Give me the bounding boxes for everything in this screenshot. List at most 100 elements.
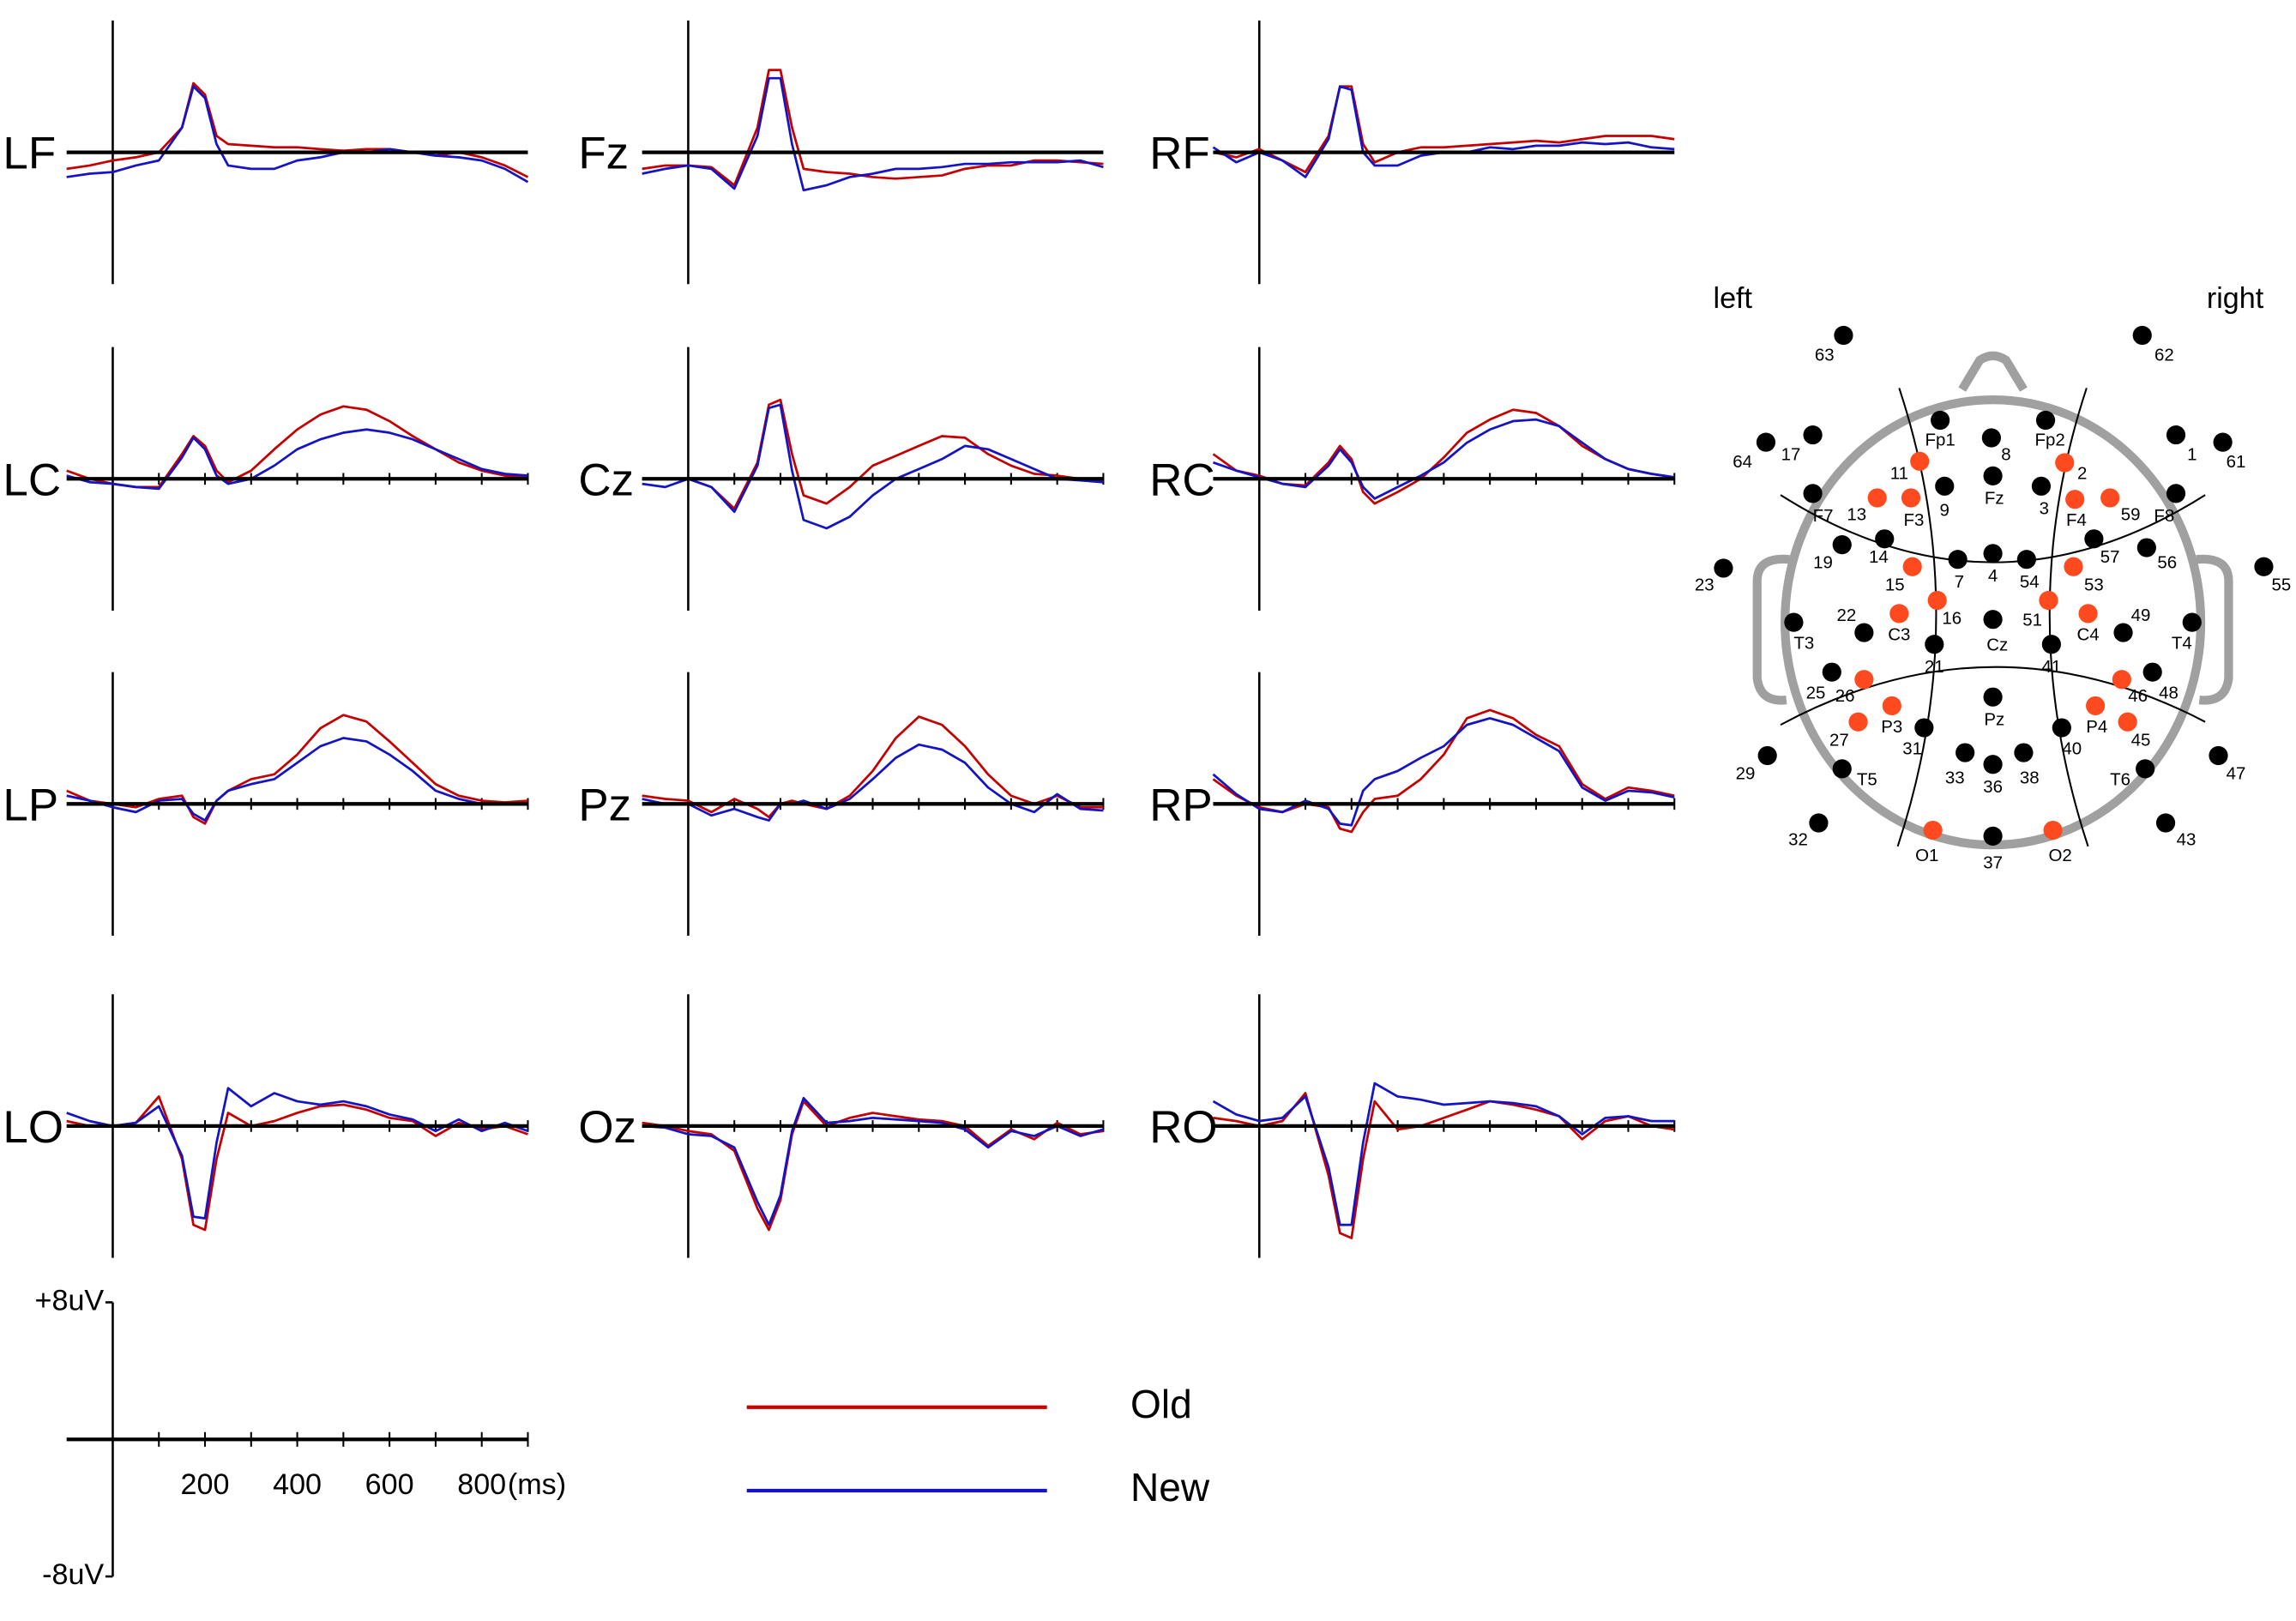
panel-title: RP bbox=[1149, 780, 1213, 830]
electrode-label: 8 bbox=[2001, 444, 2010, 464]
electrode-label: O2 bbox=[2048, 846, 2071, 865]
electrode bbox=[2031, 476, 2052, 496]
electrode bbox=[1902, 557, 1922, 576]
electrode bbox=[1803, 484, 1823, 503]
electrode bbox=[2064, 557, 2083, 576]
electrode-label: 47 bbox=[2227, 764, 2246, 784]
electrode-label: 3 bbox=[2040, 499, 2049, 519]
erp-line bbox=[642, 743, 1104, 822]
electrode-label: F8 bbox=[2154, 506, 2174, 526]
electrode-label: T5 bbox=[1857, 769, 1877, 789]
electrode bbox=[2086, 696, 2106, 716]
electrode-label: 2 bbox=[2077, 464, 2087, 484]
electrode-label: 64 bbox=[1733, 452, 1752, 472]
electrode-label: P3 bbox=[1881, 717, 1902, 737]
electrode bbox=[1948, 550, 1968, 569]
electrode bbox=[1854, 670, 1874, 690]
erp-line bbox=[1213, 85, 1675, 173]
electrode-label: 61 bbox=[2227, 452, 2246, 472]
electrode-label: 29 bbox=[1736, 764, 1756, 784]
electrode bbox=[2155, 813, 2176, 833]
electrode-label: 13 bbox=[1847, 504, 1866, 524]
electrode bbox=[1757, 745, 1777, 766]
scale-x-label: 200 bbox=[181, 1468, 230, 1501]
electrode bbox=[2014, 743, 2034, 762]
erp-line bbox=[66, 85, 529, 184]
electrode-label: 7 bbox=[1955, 572, 1964, 592]
erp-line bbox=[642, 76, 1104, 192]
electrode bbox=[1925, 635, 1944, 654]
scale-x-unit: (ms) bbox=[508, 1468, 566, 1501]
electrode-label: P4 bbox=[2086, 717, 2107, 737]
panel-title: Oz bbox=[578, 1102, 636, 1153]
scale-y-label: +8uV bbox=[35, 1284, 105, 1317]
right-label: right bbox=[2207, 282, 2264, 315]
electrode-label: 27 bbox=[1829, 730, 1849, 750]
electrode-label: 16 bbox=[1942, 609, 1962, 629]
electrode bbox=[1832, 535, 1852, 555]
panel-title: RC bbox=[1149, 455, 1214, 505]
electrode-label: 45 bbox=[2131, 730, 2151, 750]
electrode-label: 33 bbox=[1945, 768, 1965, 788]
electrode-label: 54 bbox=[2020, 572, 2040, 592]
electrode bbox=[1809, 813, 1829, 833]
electrode bbox=[2043, 820, 2063, 841]
electrode-label: Fp1 bbox=[1925, 430, 1955, 449]
erp-line bbox=[1212, 408, 1675, 505]
electrode bbox=[1983, 826, 2003, 846]
electrode-label: 46 bbox=[2128, 686, 2148, 706]
panel-title: LP bbox=[3, 780, 58, 830]
electrode bbox=[1983, 466, 2003, 485]
erp-line bbox=[642, 69, 1104, 187]
erp-line bbox=[66, 1087, 528, 1220]
electrode bbox=[1803, 425, 1823, 445]
left-label: left bbox=[1714, 282, 1753, 315]
electrode bbox=[1927, 590, 1947, 611]
electrode-label: 19 bbox=[1813, 553, 1833, 573]
erp-line bbox=[1213, 418, 1675, 500]
electrode-label: 51 bbox=[2022, 610, 2042, 630]
electrode-label: 57 bbox=[2100, 547, 2120, 567]
electrode-label: 23 bbox=[1695, 575, 1714, 594]
panel-title: Cz bbox=[578, 455, 634, 505]
panel-title: LO bbox=[3, 1102, 63, 1153]
electrode bbox=[2166, 484, 2186, 503]
electrode-label: 21 bbox=[1925, 657, 1944, 677]
electrode bbox=[2166, 425, 2186, 445]
electrode bbox=[2254, 557, 2274, 576]
electrode-label: 49 bbox=[2131, 606, 2151, 625]
erp-line bbox=[66, 81, 529, 178]
electrode bbox=[1889, 604, 1909, 624]
electrode-label: 56 bbox=[2157, 553, 2177, 573]
erp-line bbox=[1213, 1092, 1675, 1239]
electrode bbox=[1983, 610, 2003, 630]
electrode bbox=[2035, 410, 2056, 431]
electrode bbox=[1901, 488, 1921, 508]
panel-title: Pz bbox=[578, 780, 631, 830]
electrode bbox=[1935, 476, 1955, 496]
erp-line bbox=[642, 403, 1104, 530]
electrode bbox=[2136, 538, 2156, 557]
erp-line bbox=[1212, 708, 1675, 834]
electrode bbox=[2118, 712, 2137, 732]
panel-title: Fz bbox=[578, 129, 629, 179]
scale-x-label: 800 bbox=[457, 1468, 506, 1501]
electrode-label: C3 bbox=[1888, 624, 1910, 644]
electrode-label: 17 bbox=[1781, 444, 1801, 464]
electrode bbox=[2016, 550, 2036, 569]
electrode bbox=[1983, 687, 2003, 707]
electrode-label: 63 bbox=[1815, 345, 1835, 365]
electrode bbox=[1714, 558, 1733, 578]
electrode-label: T4 bbox=[2172, 634, 2192, 654]
electrode-label: 48 bbox=[2159, 684, 2178, 703]
electrode-label: 26 bbox=[1835, 686, 1855, 706]
electrode bbox=[1910, 451, 1930, 471]
electrode-label: O1 bbox=[1915, 846, 1938, 865]
electrode-label: 11 bbox=[1890, 464, 1908, 484]
erp-line bbox=[66, 428, 528, 491]
electrode-label: 38 bbox=[2020, 768, 2040, 788]
erp-line bbox=[642, 398, 1104, 510]
scale-x-label: 400 bbox=[273, 1468, 322, 1501]
electrode bbox=[2112, 670, 2131, 690]
scale-y-label: -8uV bbox=[42, 1558, 104, 1591]
